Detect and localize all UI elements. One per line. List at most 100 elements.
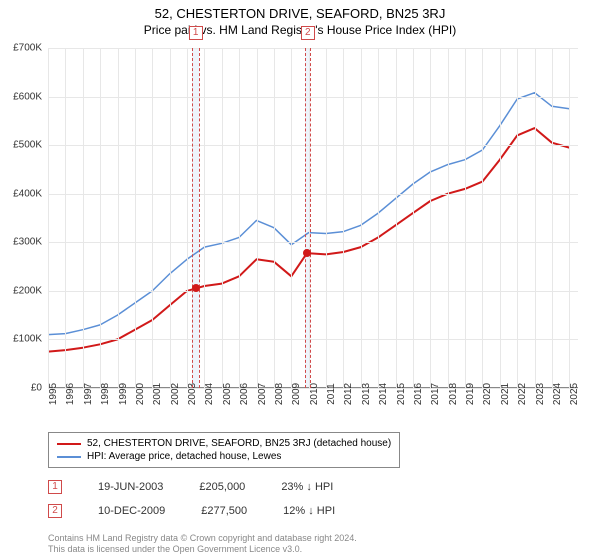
sale-price: £205,000 [199, 481, 245, 493]
sale-point-dot [303, 249, 311, 257]
x-tick-label: 2000 [135, 383, 146, 405]
x-tick-label: 2022 [517, 383, 528, 405]
grid-line-vertical [465, 48, 466, 388]
x-tick-label: 2013 [361, 383, 372, 405]
grid-line-vertical [222, 48, 223, 388]
x-tick-label: 2006 [239, 383, 250, 405]
x-tick-label: 2018 [448, 383, 459, 405]
grid-line-vertical [100, 48, 101, 388]
x-tick-label: 2008 [274, 383, 285, 405]
chart-area: £0£100K£200K£300K£400K£500K£600K£700K199… [48, 48, 578, 388]
x-tick-label: 2002 [170, 383, 181, 405]
x-tick-label: 2014 [378, 383, 389, 405]
y-tick-label: £300K [13, 237, 42, 248]
sale-marker-icon: 2 [48, 504, 62, 518]
grid-line-vertical [517, 48, 518, 388]
grid-line-vertical [552, 48, 553, 388]
y-tick-label: £700K [13, 43, 42, 54]
x-tick-label: 2025 [569, 383, 580, 405]
grid-line-vertical [326, 48, 327, 388]
sale-row: 2 10-DEC-2009 £277,500 12% ↓ HPI [48, 504, 335, 518]
grid-line-vertical [274, 48, 275, 388]
sale-delta: 12% ↓ HPI [283, 505, 335, 517]
grid-line-horizontal [48, 97, 578, 98]
grid-line-vertical [378, 48, 379, 388]
x-tick-label: 2023 [535, 383, 546, 405]
legend-swatch [57, 443, 81, 445]
x-tick-label: 1995 [48, 383, 59, 405]
grid-line-vertical [482, 48, 483, 388]
y-tick-label: £400K [13, 188, 42, 199]
grid-line-vertical [343, 48, 344, 388]
x-tick-label: 2004 [204, 383, 215, 405]
x-tick-label: 2016 [413, 383, 424, 405]
y-tick-label: £600K [13, 91, 42, 102]
footer-line: This data is licensed under the Open Gov… [48, 544, 357, 556]
sale-marker-chart-icon: 1 [189, 26, 203, 40]
x-tick-label: 2012 [343, 383, 354, 405]
footer: Contains HM Land Registry data © Crown c… [48, 533, 357, 556]
sale-band-line [305, 48, 306, 388]
chart-title: 52, CHESTERTON DRIVE, SEAFORD, BN25 3RJ [0, 0, 600, 21]
grid-line-vertical [569, 48, 570, 388]
grid-line-vertical [118, 48, 119, 388]
x-tick-label: 1996 [65, 383, 76, 405]
legend-swatch [57, 456, 81, 458]
sale-marker-chart-icon: 2 [301, 26, 315, 40]
y-tick-label: £500K [13, 140, 42, 151]
x-tick-label: 1999 [118, 383, 129, 405]
grid-line-vertical [48, 48, 49, 388]
sale-point-dot [192, 284, 200, 292]
sale-band-line [192, 48, 193, 388]
grid-line-horizontal [48, 48, 578, 49]
x-tick-label: 2017 [430, 383, 441, 405]
grid-line-horizontal [48, 242, 578, 243]
grid-line-vertical [535, 48, 536, 388]
x-tick-label: 1998 [100, 383, 111, 405]
grid-line-vertical [152, 48, 153, 388]
grid-line-horizontal [48, 291, 578, 292]
grid-line-vertical [361, 48, 362, 388]
y-tick-label: £100K [13, 334, 42, 345]
x-tick-label: 2019 [465, 383, 476, 405]
y-tick-label: £200K [13, 285, 42, 296]
grid-line-horizontal [48, 145, 578, 146]
sale-marker-icon: 1 [48, 480, 62, 494]
grid-line-vertical [257, 48, 258, 388]
legend: 52, CHESTERTON DRIVE, SEAFORD, BN25 3RJ … [48, 432, 400, 468]
plot-region: £0£100K£200K£300K£400K£500K£600K£700K199… [48, 48, 578, 388]
grid-line-horizontal [48, 194, 578, 195]
grid-line-vertical [135, 48, 136, 388]
legend-item: 52, CHESTERTON DRIVE, SEAFORD, BN25 3RJ … [57, 437, 391, 450]
x-tick-label: 1997 [83, 383, 94, 405]
footer-line: Contains HM Land Registry data © Crown c… [48, 533, 357, 545]
series-svg [48, 48, 578, 388]
grid-line-vertical [448, 48, 449, 388]
grid-line-horizontal [48, 339, 578, 340]
x-tick-label: 2021 [500, 383, 511, 405]
sale-row: 1 19-JUN-2003 £205,000 23% ↓ HPI [48, 480, 333, 494]
grid-line-vertical [500, 48, 501, 388]
sale-date: 10-DEC-2009 [98, 505, 165, 517]
grid-line-vertical [413, 48, 414, 388]
legend-label: 52, CHESTERTON DRIVE, SEAFORD, BN25 3RJ … [87, 438, 391, 449]
chart-container: 52, CHESTERTON DRIVE, SEAFORD, BN25 3RJ … [0, 0, 600, 560]
grid-line-vertical [204, 48, 205, 388]
sale-price: £277,500 [201, 505, 247, 517]
sale-delta: 23% ↓ HPI [281, 481, 333, 493]
y-tick-label: £0 [31, 383, 42, 394]
x-tick-label: 2020 [482, 383, 493, 405]
grid-line-vertical [65, 48, 66, 388]
grid-line-vertical [396, 48, 397, 388]
sale-band-line [310, 48, 311, 388]
x-tick-label: 2011 [326, 383, 337, 405]
grid-line-vertical [83, 48, 84, 388]
legend-label: HPI: Average price, detached house, Lewe… [87, 451, 281, 462]
x-tick-label: 2001 [152, 383, 163, 405]
sale-band-line [199, 48, 200, 388]
legend-item: HPI: Average price, detached house, Lewe… [57, 450, 391, 463]
x-tick-label: 2005 [222, 383, 233, 405]
grid-line-vertical [430, 48, 431, 388]
grid-line-vertical [239, 48, 240, 388]
x-tick-label: 2024 [552, 383, 563, 405]
